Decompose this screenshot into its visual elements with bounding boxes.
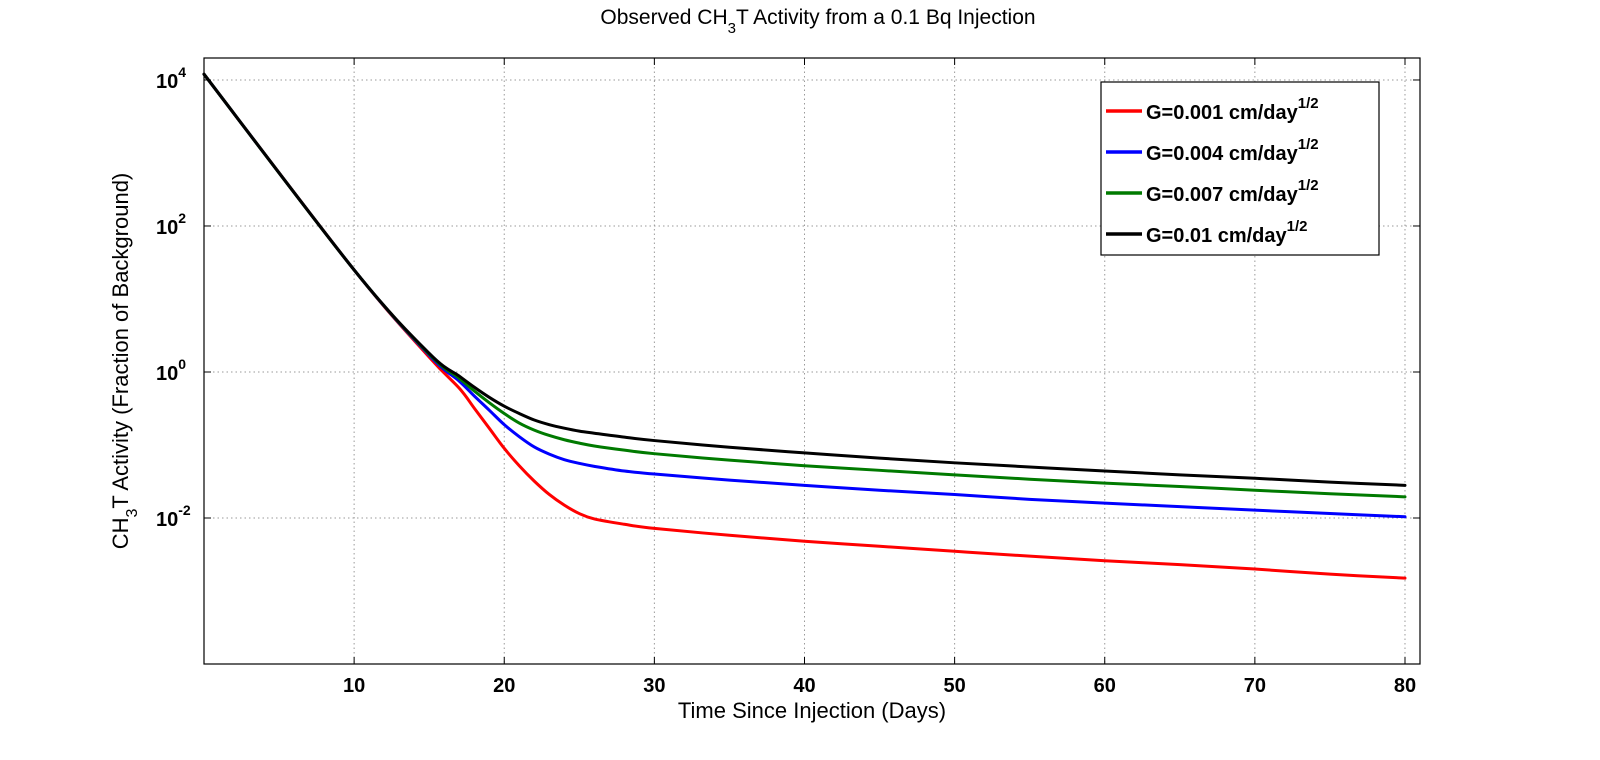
legend-label-text: G=0.007 cm/day [1146,184,1299,206]
x-tick-label: 50 [943,675,965,697]
y-tick-label: 100 [156,356,186,385]
series-layer [202,72,1407,580]
x-tick-labels: 10 20 30 40 50 60 70 80 [343,58,1416,697]
series-line-3 [202,72,1407,499]
x-tick-label: 40 [793,675,815,697]
chart-title: Observed CH3T Activity from a 0.1 Bq Inj… [600,6,1035,37]
legend-label-text: G=0.004 cm/day [1146,143,1299,165]
legend-label-2: G=0.004 cm/day1/2 [1146,136,1319,165]
series-line-1 [202,72,1407,580]
legend-label-1: G=0.001 cm/day1/2 [1146,95,1319,124]
y-tick-base: 10 [156,217,178,239]
chart-title-suffix: T Activity from a 0.1 Bq Injection [736,6,1036,29]
y-tick-base: 10 [156,509,178,531]
legend-label-superscript: 1/2 [1298,136,1319,153]
x-tick-label: 70 [1244,675,1266,697]
x-axis-label: Time Since Injection (Days) [678,698,946,723]
y-axis-label-subscript: 3 [124,508,141,517]
y-axis-label-suffix: T Activity (Fraction of Background) [108,173,133,509]
y-tick-base: 10 [156,71,178,93]
plot-frame [203,57,1421,665]
chart-title-prefix: Observed CH [600,6,727,29]
y-tick-exponent: -2 [178,502,191,518]
x-tick-label: 80 [1394,675,1416,697]
legend-box [1100,81,1380,256]
legend-label-text: G=0.001 cm/day [1146,102,1299,124]
legend-label-4: G=0.01 cm/day1/2 [1146,218,1308,247]
y-tick-exponent: 2 [178,210,186,226]
x-tick-label: 10 [343,675,365,697]
y-axis-label: CH3T Activity (Fraction of Background) [108,173,141,550]
x-tick-label: 20 [493,675,515,697]
y-tick-label: 102 [156,210,186,239]
legend-label-3: G=0.007 cm/day1/2 [1146,177,1319,206]
legend-label-superscript: 1/2 [1298,177,1319,194]
legend-label-text: G=0.01 cm/day [1146,225,1288,247]
legend: G=0.001 cm/day1/2G=0.004 cm/day1/2G=0.00… [1100,81,1380,256]
y-tick-base: 10 [156,363,178,385]
series-line-4 [202,72,1407,487]
y-tick-exponent: 4 [178,64,186,80]
x-tick-label: 60 [1094,675,1116,697]
y-tick-exponent: 0 [178,356,186,372]
y-tick-label: 10-2 [156,502,191,531]
series-line-2 [202,72,1407,519]
legend-label-superscript: 1/2 [1287,218,1308,235]
x-tick-label: 30 [643,675,665,697]
chart-title-subscript: 3 [728,20,736,37]
y-tick-label: 104 [156,64,186,93]
y-axis-label-prefix: CH [108,517,133,549]
legend-label-superscript: 1/2 [1298,95,1319,112]
